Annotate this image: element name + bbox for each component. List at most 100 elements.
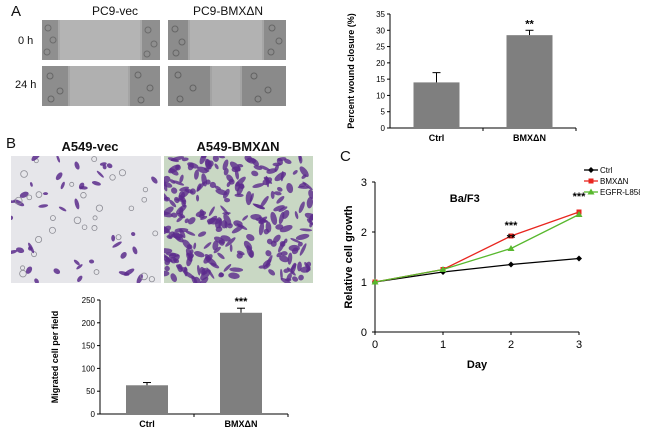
cell <box>164 270 170 277</box>
cell <box>91 181 101 186</box>
column-label-a549-vec: A549-vec <box>61 139 119 154</box>
x-tick-label: BMXΔN <box>225 419 258 429</box>
cell <box>226 181 231 187</box>
cell <box>34 278 39 283</box>
cell <box>181 200 186 208</box>
cell <box>299 228 313 232</box>
cell <box>290 262 297 274</box>
cell <box>11 215 14 221</box>
pore <box>115 234 122 241</box>
cell <box>15 247 25 254</box>
y-tick-label: 3 <box>361 177 367 189</box>
cell <box>280 251 288 256</box>
cell <box>204 158 211 170</box>
cell <box>218 239 225 246</box>
bar <box>126 385 168 414</box>
cell <box>265 250 272 257</box>
bar <box>506 35 553 128</box>
data-point <box>575 211 583 217</box>
y-tick-label: 10 <box>376 91 385 100</box>
cell <box>201 173 208 187</box>
cell <box>291 247 299 255</box>
cell <box>60 181 65 190</box>
cell <box>171 187 178 194</box>
cell <box>249 250 255 258</box>
cell <box>88 259 95 264</box>
pore <box>20 170 28 178</box>
y-axis-title: Relative cell growth <box>343 205 355 309</box>
pore <box>48 226 56 234</box>
cell <box>11 250 18 255</box>
cell <box>299 243 307 256</box>
cell <box>164 225 172 235</box>
cell <box>164 248 173 254</box>
cell <box>28 242 35 254</box>
cell <box>73 259 80 266</box>
cell <box>167 157 179 163</box>
cell <box>194 251 205 258</box>
cell <box>298 201 305 214</box>
cell <box>201 156 208 159</box>
cell <box>151 176 158 184</box>
cell <box>297 185 310 189</box>
cell <box>187 217 196 225</box>
cell <box>181 157 189 162</box>
pore <box>152 230 159 237</box>
cell <box>279 241 286 247</box>
cell <box>229 244 233 252</box>
cell <box>274 171 287 182</box>
cell <box>290 238 301 244</box>
cell <box>304 262 311 271</box>
cell <box>301 174 307 179</box>
cell <box>77 275 83 283</box>
cell <box>195 210 207 218</box>
cell <box>111 234 116 242</box>
cell <box>292 170 298 175</box>
cell <box>306 196 313 209</box>
data-point <box>439 266 447 272</box>
pore <box>140 272 148 281</box>
data-point <box>587 188 595 195</box>
micrograph-a549-bmx <box>164 156 313 283</box>
cell-growth-chart: 0 1 2 3 0 1 2 3 Day Relative cell growth Ba/F3 Ctrl… <box>343 166 640 371</box>
cell <box>189 188 196 195</box>
cell <box>280 277 292 283</box>
y-tick-label: 200 <box>82 319 96 328</box>
pore <box>93 269 100 275</box>
cell <box>171 212 178 218</box>
cell <box>173 235 181 241</box>
cell <box>224 197 231 203</box>
cell <box>266 168 277 174</box>
pore <box>109 174 116 181</box>
cell <box>277 186 283 192</box>
cell <box>276 195 285 204</box>
cell <box>164 253 171 263</box>
cell <box>99 162 107 166</box>
cell <box>218 272 225 278</box>
data-point <box>508 261 514 268</box>
y-tick-label: 20 <box>376 59 385 68</box>
significance-label: *** <box>505 220 519 232</box>
cell <box>215 217 222 229</box>
cell <box>234 169 240 180</box>
cell <box>200 269 211 281</box>
micrograph-pc9-vec-0h <box>42 20 160 60</box>
pore <box>69 181 75 187</box>
y-tick-label: 30 <box>376 26 385 35</box>
cell <box>283 238 288 244</box>
cell <box>279 255 289 263</box>
cell <box>79 186 88 190</box>
cell <box>188 253 194 259</box>
micrograph-a549-vec <box>11 156 161 283</box>
legend-label: Ctrl <box>600 166 613 175</box>
significance-label: ** <box>507 233 516 245</box>
cell <box>197 264 201 276</box>
cell <box>210 262 220 269</box>
cell <box>55 172 63 181</box>
cell <box>136 273 143 283</box>
pore <box>35 236 43 244</box>
cell <box>169 179 176 184</box>
y-axis-title: Percent wound closure (%) <box>346 13 356 129</box>
cell <box>199 276 209 283</box>
cell <box>179 228 186 239</box>
